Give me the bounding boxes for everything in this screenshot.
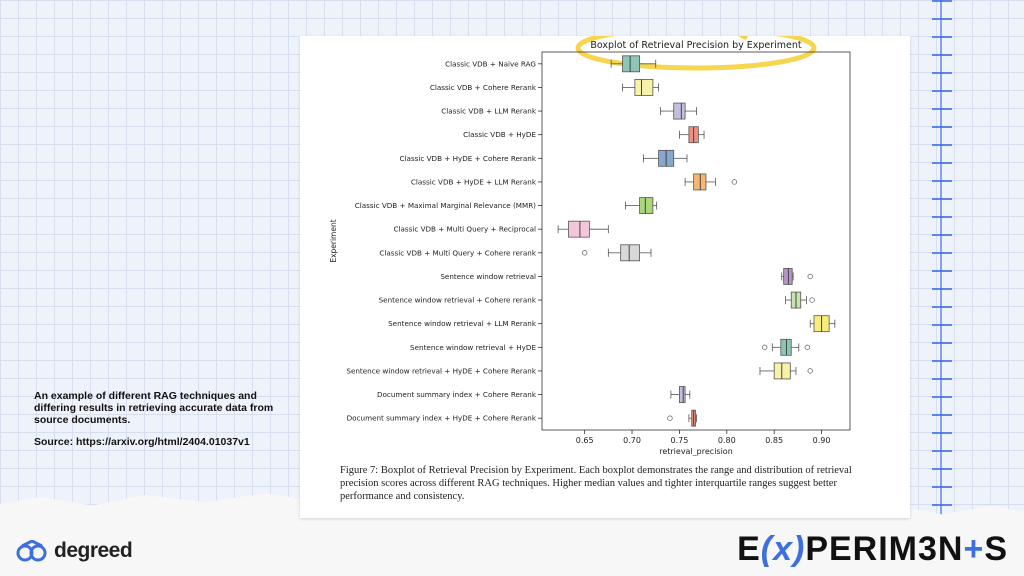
x-tick-label: 0.80	[718, 436, 736, 445]
y-category-label: Sentence window retrieval + HyDE	[410, 343, 536, 352]
y-category-label: Document summary index + HyDE + Cohere R…	[347, 414, 537, 423]
x-tick-label: 0.85	[765, 436, 783, 445]
outlier-point	[807, 273, 813, 280]
experiments-logo-x: (x)	[760, 530, 806, 568]
y-category-label: Document summary index + Cohere Rerank	[377, 390, 537, 399]
figure-caption: Figure 7: Boxplot of Retrieval Precision…	[340, 465, 852, 502]
degreed-mark-icon	[16, 540, 47, 562]
y-category-label: Classic VDB + Multi Query + Reciprocal	[393, 225, 536, 234]
box	[639, 197, 654, 214]
y-category-label: Sentence window retrieval + HyDE + Coher…	[346, 366, 536, 375]
outlier-point	[809, 297, 815, 303]
outlier-point	[581, 250, 588, 256]
experiments-logo-part: S	[984, 530, 1008, 568]
description-text: An example of different RAG techniques a…	[34, 390, 274, 426]
box	[634, 79, 654, 96]
y-category-label: Classic VDB + HyDE	[463, 130, 536, 139]
x-tick-label: 0.90	[813, 436, 831, 445]
y-category-label: Classic VDB + Naive RAG	[445, 59, 536, 68]
outlier-point	[731, 179, 738, 185]
box	[568, 220, 590, 238]
box	[622, 55, 641, 73]
y-category-label: Classic VDB + Cohere Rerank	[430, 83, 537, 92]
box	[679, 386, 686, 403]
y-category-label: Classic VDB + HyDE + LLM Rerank	[411, 177, 537, 186]
x-tick-label: 0.75	[671, 436, 689, 445]
experiments-logo-part: E	[737, 530, 761, 568]
y-category-label: Sentence window retrieval	[440, 272, 536, 281]
y-category-label: Classic VDB + HyDE + Cohere Rerank	[399, 154, 536, 163]
y-category-label: Sentence window retrieval + Cohere reran…	[379, 296, 537, 305]
figure-paper: Boxplot of Retrieval Precision by Experi…	[300, 25, 910, 518]
source-citation: Source: https://arxiv.org/html/2404.0103…	[34, 436, 250, 448]
outlier-point	[804, 344, 811, 350]
x-axis-label: retrieval_precision	[659, 447, 733, 456]
x-tick-label: 0.70	[623, 436, 641, 445]
degreed-logo: degreed	[16, 539, 133, 563]
box	[673, 102, 686, 120]
chart-title: Boxplot of Retrieval Precision by Experi…	[590, 40, 802, 51]
y-category-label: Sentence window retrieval + LLM Rerank	[388, 319, 537, 328]
y-category-label: Classic VDB + LLM Rerank	[441, 107, 537, 116]
box	[620, 244, 641, 262]
decorative-ruler	[932, 0, 952, 576]
experiments-logo: E(x)PERIM3N+S	[737, 530, 1008, 569]
y-category-label: Classic VDB + Multi Query + Cohere reran…	[379, 248, 536, 257]
experiments-logo-plus: +	[963, 530, 985, 568]
degreed-wordmark: degreed	[54, 539, 133, 562]
plot-frame	[541, 51, 851, 431]
outlier-point	[807, 368, 813, 374]
y-category-label: Classic VDB + Maximal Marginal Relevance…	[355, 201, 536, 210]
description-note: An example of different RAG techniques a…	[34, 390, 284, 448]
outlier-point	[667, 415, 673, 421]
x-tick-label: 0.65	[576, 436, 594, 445]
outlier-point	[762, 344, 768, 350]
experiments-logo-part: PERIM3N	[805, 530, 964, 568]
boxplot-chart: Boxplot of Retrieval Precision by Experi…	[329, 25, 851, 456]
y-axis-label: Experiment	[329, 219, 338, 262]
